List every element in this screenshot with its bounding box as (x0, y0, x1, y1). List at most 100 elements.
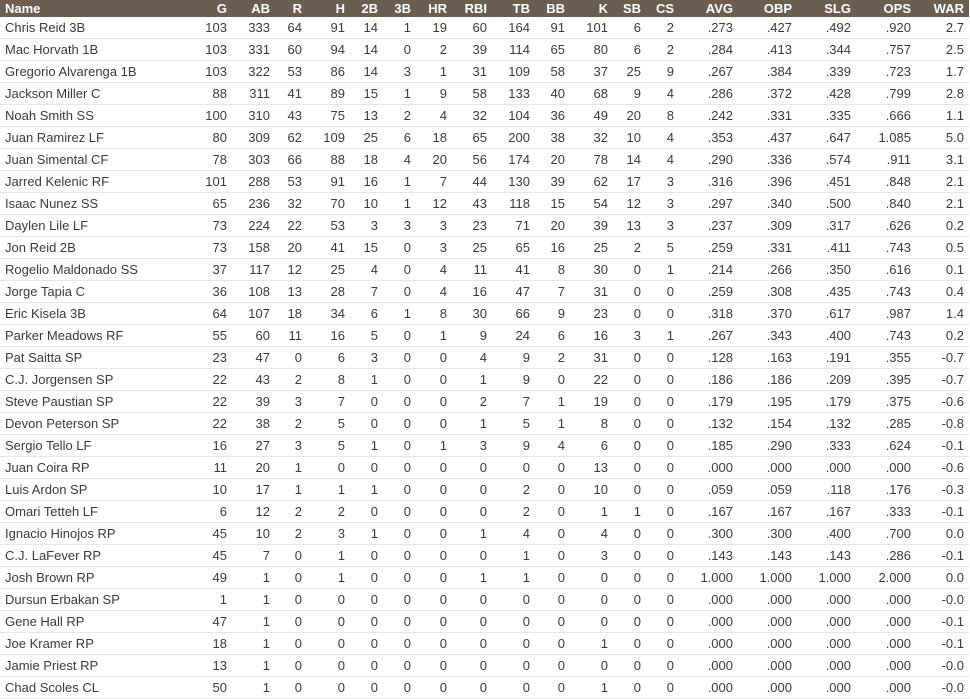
stat-cell-ab: 303 (232, 148, 275, 171)
stat-cell-r: 32 (275, 192, 307, 215)
column-header-ab[interactable]: AB (232, 0, 275, 17)
stat-cell-k: 23 (570, 302, 613, 325)
stat-cell-avg: .259 (679, 236, 738, 259)
player-name-cell: Josh Brown RP (0, 566, 200, 589)
stat-cell-2b: 3 (350, 346, 383, 369)
player-name-cell: Devon Peterson SP (0, 412, 200, 435)
stat-cell-r: 3 (275, 434, 307, 457)
column-header-rbi[interactable]: RBI (452, 0, 492, 17)
stat-cell-hr: 0 (416, 412, 452, 435)
stat-cell-hr: 0 (416, 654, 452, 677)
stat-cell-cs: 0 (646, 544, 679, 567)
stat-cell-rbi: 0 (452, 588, 492, 611)
column-header-sb[interactable]: SB (613, 0, 646, 17)
stat-cell-slg: .000 (797, 632, 856, 655)
column-header-cs[interactable]: CS (646, 0, 679, 17)
stat-cell-bb: 40 (535, 82, 570, 105)
player-name-cell: C.J. Jorgensen SP (0, 368, 200, 391)
column-header-2b[interactable]: 2B (350, 0, 383, 17)
column-header-k[interactable]: K (570, 0, 613, 17)
stat-cell-hr: 4 (416, 280, 452, 303)
stat-cell-2b: 0 (350, 500, 383, 523)
stat-cell-rbi: 1 (452, 522, 492, 545)
stat-cell-g: 22 (200, 368, 232, 391)
column-header-name[interactable]: Name (0, 0, 200, 17)
stat-cell-ops: .920 (856, 17, 916, 39)
stat-cell-sb: 1 (613, 500, 646, 523)
stat-cell-cs: 0 (646, 654, 679, 677)
stat-cell-cs: 0 (646, 676, 679, 699)
column-header-avg[interactable]: AVG (679, 0, 738, 17)
stat-cell-tb: 0 (492, 676, 535, 699)
stat-cell-3b: 0 (383, 676, 416, 699)
stat-cell-3b: 0 (383, 258, 416, 281)
stat-cell-ab: 107 (232, 302, 275, 325)
column-header-tb[interactable]: TB (492, 0, 535, 17)
stat-cell-war: 1.7 (916, 60, 969, 83)
stat-cell-3b: 2 (383, 104, 416, 127)
stat-cell-cs: 0 (646, 632, 679, 655)
stat-cell-sb: 14 (613, 148, 646, 171)
column-header-hr[interactable]: HR (416, 0, 452, 17)
column-header-h[interactable]: H (307, 0, 350, 17)
stat-cell-3b: 6 (383, 126, 416, 149)
stat-cell-h: 2 (307, 500, 350, 523)
stat-cell-g: 101 (200, 170, 232, 193)
stat-cell-slg: .411 (797, 236, 856, 259)
stat-cell-hr: 8 (416, 302, 452, 325)
stat-cell-slg: .118 (797, 478, 856, 501)
stat-cell-obp: .384 (738, 60, 797, 83)
column-header-g[interactable]: G (200, 0, 232, 17)
stat-cell-g: 103 (200, 17, 232, 39)
stat-cell-avg: .284 (679, 38, 738, 61)
stat-cell-r: 2 (275, 368, 307, 391)
stat-cell-3b: 0 (383, 346, 416, 369)
stat-cell-slg: .191 (797, 346, 856, 369)
stat-cell-ab: 60 (232, 324, 275, 347)
stat-cell-obp: .186 (738, 368, 797, 391)
stat-cell-ab: 310 (232, 104, 275, 127)
table-row: C.J. Jorgensen SP 22 43 2 8 1 0 0 1 9 0 22 0 0.186.18… (0, 368, 969, 391)
stat-cell-ab: 38 (232, 412, 275, 435)
stat-cell-rbi: 25 (452, 236, 492, 259)
stat-cell-slg: .179 (797, 390, 856, 413)
stat-cell-r: 0 (275, 566, 307, 589)
table-row: Eric Kisela 3B 64 107 18 34 6 1 8 30 66 9 23 0 0.318.… (0, 302, 969, 325)
player-name-cell: Jackson Miller C (0, 82, 200, 105)
stat-cell-h: 0 (307, 632, 350, 655)
column-header-r[interactable]: R (275, 0, 307, 17)
stat-cell-ops: .666 (856, 104, 916, 127)
stat-cell-war: 2.1 (916, 170, 969, 193)
stat-cell-avg: .000 (679, 610, 738, 633)
player-name-cell: Pat Saitta SP (0, 346, 200, 369)
column-header-ops[interactable]: OPS (856, 0, 916, 17)
column-header-war[interactable]: WAR (916, 0, 969, 17)
stat-cell-bb: 0 (535, 676, 570, 699)
stat-cell-slg: .317 (797, 214, 856, 237)
table-header-row: Name G AB R H 2B 3B HR RBI TB BB K SB CS AVG OBP SLG OPS W… (0, 0, 969, 17)
stat-cell-obp: 1.000 (738, 566, 797, 589)
stat-cell-g: 13 (200, 654, 232, 677)
stat-cell-k: 31 (570, 346, 613, 369)
stat-cell-g: 22 (200, 390, 232, 413)
stat-cell-2b: 0 (350, 390, 383, 413)
stat-cell-war: 2.1 (916, 192, 969, 215)
stat-cell-k: 1 (570, 632, 613, 655)
table-row: Jamie Priest RP 13 1 0 0 0 0 0 0 0 0 0 0 0.000.000.00… (0, 654, 969, 677)
stat-cell-tb: 118 (492, 192, 535, 215)
stat-cell-2b: 0 (350, 588, 383, 611)
column-header-bb[interactable]: BB (535, 0, 570, 17)
stat-cell-3b: 3 (383, 60, 416, 83)
stat-cell-ops: .616 (856, 258, 916, 281)
stat-cell-k: 16 (570, 324, 613, 347)
column-header-3b[interactable]: 3B (383, 0, 416, 17)
player-name-cell: Chad Scoles CL (0, 676, 200, 699)
column-header-obp[interactable]: OBP (738, 0, 797, 17)
stat-cell-bb: 65 (535, 38, 570, 61)
stat-cell-war: 2.5 (916, 38, 969, 61)
column-header-slg[interactable]: SLG (797, 0, 856, 17)
stat-cell-r: 0 (275, 610, 307, 633)
stat-cell-rbi: 43 (452, 192, 492, 215)
stat-cell-tb: 9 (492, 434, 535, 457)
stat-cell-tb: 9 (492, 368, 535, 391)
